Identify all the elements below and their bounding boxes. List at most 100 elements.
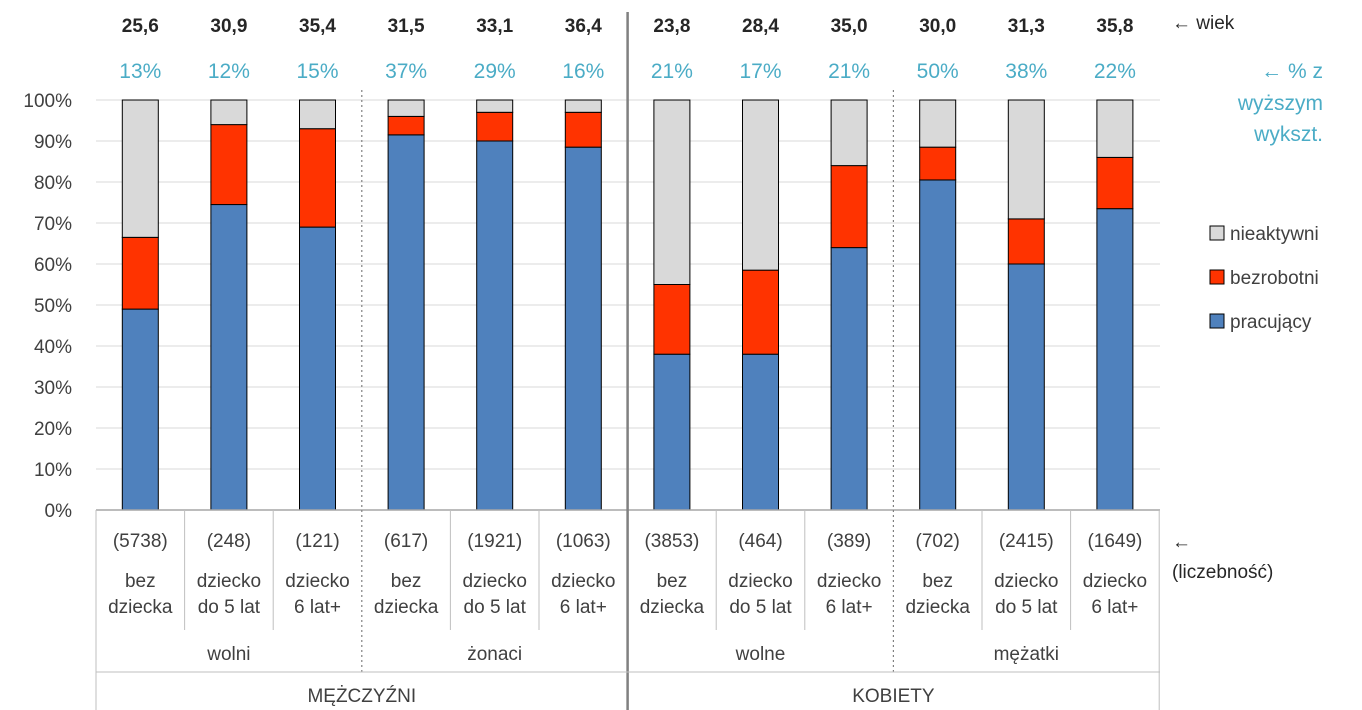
- y-tick-label: 0%: [45, 501, 73, 522]
- y-tick-label: 60%: [34, 255, 72, 276]
- y-tick-label: 50%: [34, 296, 72, 317]
- bar-segment-bezrobotni: [919, 146, 957, 181]
- count-label: (3853): [644, 531, 699, 552]
- category-axis: (5738) bez dziecka (248) dziecko do 5 lat (121…: [95, 12, 1160, 710]
- category-label-line1: dziecko: [994, 571, 1058, 592]
- education-percent-label: 17%: [739, 60, 781, 83]
- category-label-line2: dziecka: [905, 597, 970, 618]
- education-note-line1: ← % z: [1261, 60, 1323, 83]
- bar-segment-nieaktywni: [1007, 99, 1045, 220]
- y-axis-tick-labels: 0% 10% 20% 30% 40% 50% 60% 70% 80% 90% 100%: [23, 91, 72, 522]
- bar-segment-nieaktywni: [1096, 99, 1134, 158]
- legend: nieaktywni bezrobotni pracujący: [1209, 224, 1319, 333]
- education-percent-label: 22%: [1094, 60, 1136, 83]
- age-label: 36,4: [565, 16, 602, 37]
- age-label: 35,8: [1096, 16, 1133, 37]
- bar-segment-bezrobotni: [476, 111, 514, 142]
- category-label-line1: bez: [657, 571, 688, 592]
- y-tick-label: 30%: [34, 378, 72, 399]
- bar-segment-pracujący: [1007, 263, 1045, 511]
- y-tick-label: 70%: [34, 214, 72, 235]
- category-label-line2: do 5 lat: [995, 597, 1058, 618]
- count-label: (1649): [1087, 531, 1142, 552]
- bar-segment-bezrobotni: [653, 284, 691, 355]
- count-label: (617): [384, 531, 428, 552]
- education-percent-label: 15%: [296, 60, 338, 83]
- group-label: żonaci: [467, 644, 522, 665]
- education-percent-label: 16%: [562, 60, 604, 83]
- count-label: (1063): [556, 531, 611, 552]
- count-label: (2415): [999, 531, 1054, 552]
- category-label-line2: 6 lat+: [826, 597, 873, 618]
- bar-segment-nieaktywni: [299, 99, 336, 130]
- y-tick-label: 40%: [34, 337, 72, 358]
- education-percent-label: 21%: [651, 60, 693, 83]
- y-tick-label: 90%: [34, 132, 72, 153]
- y-tick-label: 100%: [23, 91, 72, 112]
- legend-swatch: [1209, 225, 1225, 241]
- bar-segment-bezrobotni: [830, 165, 868, 249]
- legend-swatch: [1209, 269, 1225, 285]
- category-label-line1: dziecko: [551, 571, 615, 592]
- legend-label: pracujący: [1230, 312, 1312, 333]
- category-label-line1: dziecko: [462, 571, 526, 592]
- age-label: 33,1: [476, 16, 513, 37]
- bar-segment-pracujący: [919, 179, 957, 511]
- category-label-line1: dziecko: [728, 571, 792, 592]
- bars: [121, 99, 1134, 511]
- bar-segment-bezrobotni: [299, 128, 336, 228]
- category-label-line2: do 5 lat: [464, 597, 527, 618]
- education-percent-label: 12%: [208, 60, 250, 83]
- count-label: (1921): [467, 531, 522, 552]
- category-label-line2: 6 lat+: [560, 597, 607, 618]
- group-label: wolne: [735, 644, 786, 665]
- category-label-line2: do 5 lat: [198, 597, 261, 618]
- age-label: 30,9: [210, 16, 247, 37]
- bar-segment-pracujący: [1096, 208, 1134, 511]
- category-label-line1: bez: [391, 571, 422, 592]
- bar-segment-pracujący: [299, 226, 336, 511]
- bar-segment-nieaktywni: [564, 99, 602, 113]
- count-label: (702): [916, 531, 960, 552]
- age-label: 35,0: [831, 16, 868, 37]
- count-label: (464): [738, 531, 782, 552]
- education-percent-label: 38%: [1005, 60, 1047, 83]
- category-label-line1: dziecko: [1083, 571, 1147, 592]
- sex-label: KOBIETY: [852, 686, 935, 707]
- bar-segment-nieaktywni: [121, 99, 159, 238]
- count-note-arrow: ←: [1172, 532, 1191, 553]
- count-label: (389): [827, 531, 871, 552]
- legend-label: bezrobotni: [1230, 268, 1319, 289]
- bar-segment-pracujący: [121, 308, 159, 511]
- legend-swatch: [1209, 313, 1225, 329]
- y-tick-label: 80%: [34, 173, 72, 194]
- category-label-line1: bez: [125, 571, 156, 592]
- age-note: ← wiek: [1172, 13, 1235, 34]
- bar-segment-pracujący: [653, 353, 691, 511]
- age-label: 28,4: [742, 16, 779, 37]
- bar-segment-pracujący: [742, 353, 779, 511]
- legend-label: nieaktywni: [1230, 224, 1319, 245]
- category-label-line2: dziecka: [640, 597, 705, 618]
- y-tick-label: 20%: [34, 419, 72, 440]
- y-tick-label: 10%: [34, 460, 72, 481]
- bar-segment-pracujący: [210, 204, 248, 511]
- bar-segment-bezrobotni: [742, 269, 779, 355]
- group-label: wolni: [206, 644, 250, 665]
- education-percent-label: 37%: [385, 60, 427, 83]
- bar-segment-pracujący: [476, 140, 514, 511]
- count-label: (248): [207, 531, 251, 552]
- category-label-line1: dziecko: [197, 571, 261, 592]
- top-labels: 25,6 13% 30,9 12% 35,4 15% 31,5 37% 33,1 29% 36,4 1…: [119, 16, 1136, 83]
- bar-segment-bezrobotni: [1096, 156, 1134, 210]
- age-note-text: ← wiek: [1172, 13, 1235, 34]
- category-label-line2: 6 lat+: [294, 597, 341, 618]
- count-label: (5738): [113, 531, 168, 552]
- education-percent-label: 29%: [474, 60, 516, 83]
- education-percent-label: 50%: [917, 60, 959, 83]
- category-label-line1: bez: [922, 571, 953, 592]
- education-note-line3: wykszt.: [1253, 123, 1323, 146]
- category-label-line2: dziecka: [374, 597, 439, 618]
- bar-segment-nieaktywni: [476, 99, 514, 113]
